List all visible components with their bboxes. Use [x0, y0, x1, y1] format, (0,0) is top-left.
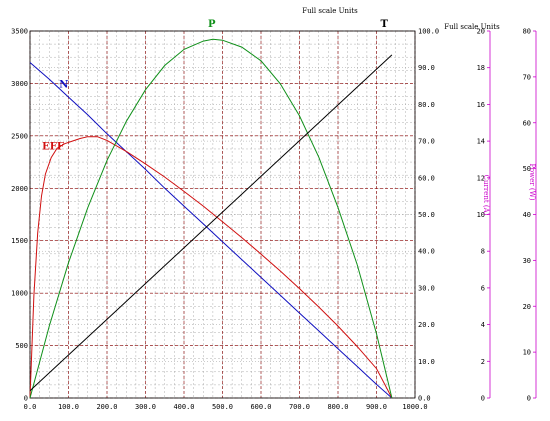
curves [29, 38, 393, 399]
y-percent-tick-label: 20.0 [418, 321, 435, 329]
y-left-tick-label: 2000 [11, 185, 28, 193]
curve-labels: N EFF P T [42, 19, 388, 153]
y-percent-tick-label: 0.0 [418, 395, 431, 403]
power-tick-label: 60 [523, 119, 531, 127]
current-tick-label: 20 [477, 28, 485, 36]
y-left-tick-label: 500 [15, 342, 28, 350]
power-tick-label: 50 [523, 165, 531, 173]
x-tick-label: 900.0 [366, 403, 387, 411]
current-tick-label: 12 [477, 174, 485, 182]
current-tick-label: 14 [477, 138, 485, 146]
series-p [29, 38, 393, 399]
y-percent-tick-label: 10.0 [418, 358, 435, 366]
y-left-tick-label: 1000 [11, 290, 28, 298]
curve-label-p: P [208, 19, 216, 30]
y-left-tick-label: 3500 [11, 28, 28, 36]
current-tick-label: 8 [481, 248, 485, 256]
power-tick-label: 10 [523, 349, 531, 357]
y-percent-tick-label: 30.0 [418, 284, 435, 292]
x-tick-label: 200.0 [96, 403, 117, 411]
grid [29, 30, 416, 399]
y-percent-tick-label: 90.0 [418, 64, 435, 72]
power-tick-label: 0 [527, 395, 531, 403]
power-tick-label: 20 [523, 303, 531, 311]
power-tick-label: 80 [523, 28, 531, 36]
plot-frame [29, 30, 416, 399]
curve-label-n: N [59, 80, 68, 91]
y-percent-tick-label: 100.0 [418, 28, 439, 36]
x-tick-label: 700.0 [289, 403, 310, 411]
current-tick-label: 4 [481, 321, 485, 329]
curve-label-eff: EFF [42, 141, 64, 152]
x-tick-label: 300.0 [135, 403, 156, 411]
curve-label-t: T [380, 19, 388, 30]
power-tick-label: 70 [523, 73, 531, 81]
y-percent-tick-label: 80.0 [418, 101, 435, 109]
x-tick-label: 600.0 [250, 403, 271, 411]
full-scale-units-title: Full scale Units [302, 7, 358, 15]
y-percent-tick-label: 60.0 [418, 174, 435, 182]
y-left-tick-label: 2500 [11, 132, 28, 140]
y-percent-tick-label: 50.0 [418, 211, 435, 219]
current-tick-label: 18 [477, 64, 485, 72]
power-tick-label: 40 [523, 211, 531, 219]
current-tick-label: 2 [481, 358, 485, 366]
series-n [29, 62, 393, 399]
y-left-tick-label: 3000 [11, 80, 28, 88]
ticks: 0.0 100.0 200.0 300.0 400.0 500.0 600.0 700.0 80… [11, 28, 537, 411]
x-tick-label: 500.0 [212, 403, 233, 411]
current-tick-label: 16 [477, 101, 485, 109]
x-tick-label: 800.0 [327, 403, 348, 411]
current-tick-label: 6 [481, 284, 485, 292]
series-t [29, 54, 393, 392]
x-tick-label: 100.0 [58, 403, 79, 411]
series-eff [29, 136, 393, 399]
full-scale-units-right-title: Full scale Units [444, 23, 500, 31]
x-tick-label: 1000.0 [402, 403, 427, 411]
y-percent-tick-label: 70.0 [418, 138, 435, 146]
x-tick-label: 400.0 [173, 403, 194, 411]
x-tick-label: 0.0 [24, 403, 37, 411]
y-left-tick-label: 0 [24, 395, 28, 403]
y-percent-tick-label: 40.0 [418, 248, 435, 256]
power-tick-label: 30 [523, 257, 531, 265]
current-tick-label: 10 [477, 211, 485, 219]
y-left-tick-label: 1500 [11, 237, 28, 245]
current-axis-title: Current (A) [482, 175, 490, 216]
power-axis-title: Power (W) [528, 163, 536, 200]
current-tick-label: 0 [481, 395, 485, 403]
